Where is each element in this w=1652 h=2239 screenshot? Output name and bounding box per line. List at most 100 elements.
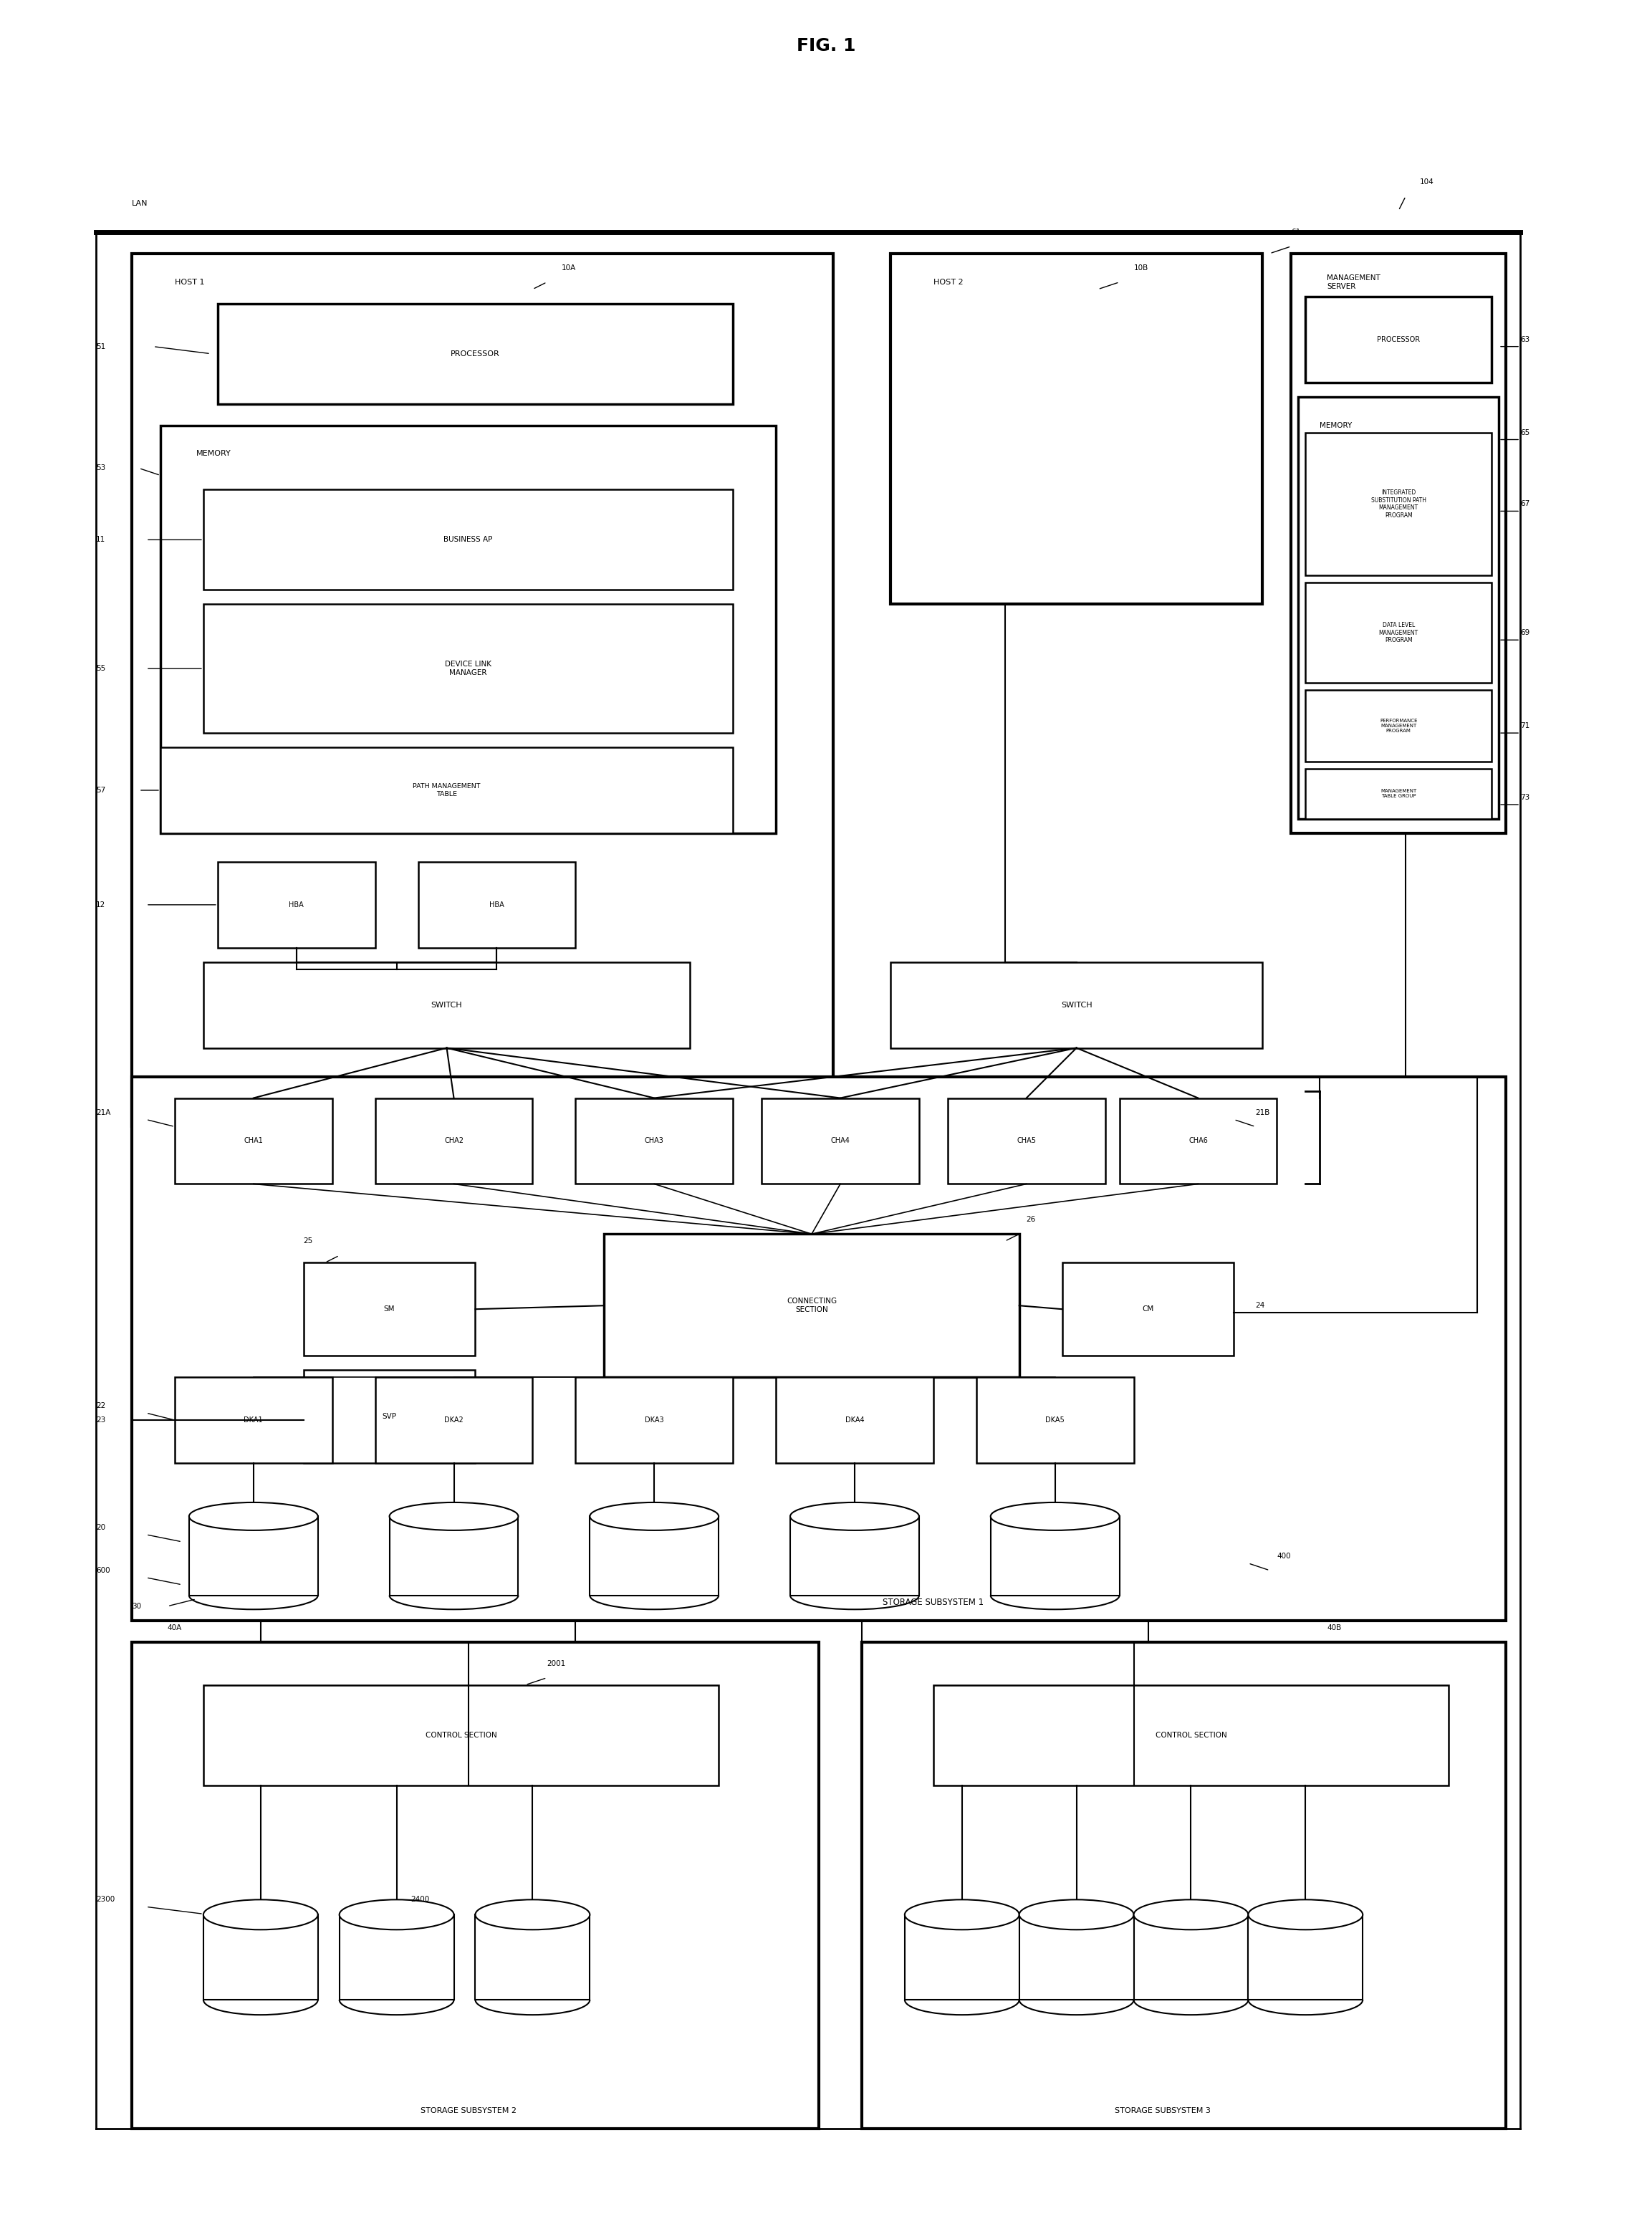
Text: 30: 30 bbox=[132, 1603, 140, 1610]
Text: BUSINESS AP: BUSINESS AP bbox=[444, 535, 492, 544]
FancyBboxPatch shape bbox=[188, 1516, 317, 1596]
FancyBboxPatch shape bbox=[218, 305, 733, 403]
Ellipse shape bbox=[476, 1899, 590, 1930]
FancyBboxPatch shape bbox=[390, 1516, 519, 1596]
Text: PATH MANAGEMENT
TABLE: PATH MANAGEMENT TABLE bbox=[413, 784, 481, 797]
Text: 10B: 10B bbox=[1133, 264, 1148, 271]
FancyBboxPatch shape bbox=[175, 1377, 332, 1462]
Text: 21B: 21B bbox=[1256, 1108, 1270, 1115]
FancyBboxPatch shape bbox=[991, 1516, 1120, 1596]
FancyBboxPatch shape bbox=[339, 1914, 454, 1999]
Text: 2400: 2400 bbox=[411, 1896, 430, 1903]
FancyBboxPatch shape bbox=[890, 963, 1262, 1048]
FancyBboxPatch shape bbox=[1133, 1914, 1249, 1999]
Text: 40A: 40A bbox=[167, 1623, 182, 1632]
FancyBboxPatch shape bbox=[976, 1377, 1133, 1462]
Text: MANAGEMENT
TABLE GROUP: MANAGEMENT TABLE GROUP bbox=[1381, 788, 1416, 799]
FancyBboxPatch shape bbox=[203, 605, 733, 732]
Text: 63: 63 bbox=[1520, 336, 1530, 343]
Text: SWITCH: SWITCH bbox=[431, 1001, 463, 1008]
Text: 55: 55 bbox=[96, 665, 106, 672]
Text: 23: 23 bbox=[96, 1417, 106, 1424]
FancyBboxPatch shape bbox=[1298, 396, 1498, 819]
Text: 71: 71 bbox=[1520, 723, 1530, 730]
Text: CHA3: CHA3 bbox=[644, 1137, 664, 1144]
Text: SWITCH: SWITCH bbox=[1061, 1001, 1092, 1008]
Text: 2300: 2300 bbox=[96, 1896, 116, 1903]
Text: DKA4: DKA4 bbox=[846, 1417, 864, 1424]
FancyBboxPatch shape bbox=[418, 862, 575, 947]
Text: DKA1: DKA1 bbox=[244, 1417, 263, 1424]
Text: 61: 61 bbox=[1292, 228, 1300, 235]
FancyBboxPatch shape bbox=[1062, 1263, 1234, 1355]
Text: 73: 73 bbox=[1520, 795, 1530, 802]
Text: CONNECTING
SECTION: CONNECTING SECTION bbox=[786, 1299, 838, 1314]
FancyBboxPatch shape bbox=[203, 963, 691, 1048]
Text: FIG. 1: FIG. 1 bbox=[796, 38, 856, 54]
FancyBboxPatch shape bbox=[1019, 1914, 1133, 1999]
Text: PROCESSOR: PROCESSOR bbox=[1378, 336, 1421, 343]
FancyBboxPatch shape bbox=[590, 1516, 719, 1596]
FancyBboxPatch shape bbox=[948, 1097, 1105, 1184]
Text: MANAGEMENT
SERVER: MANAGEMENT SERVER bbox=[1327, 275, 1381, 289]
FancyBboxPatch shape bbox=[1305, 582, 1492, 683]
FancyBboxPatch shape bbox=[203, 490, 733, 589]
FancyBboxPatch shape bbox=[203, 1914, 317, 1999]
Text: SM: SM bbox=[383, 1305, 395, 1312]
Text: 65: 65 bbox=[1520, 430, 1530, 437]
Text: CM: CM bbox=[1142, 1305, 1153, 1312]
Text: CHA2: CHA2 bbox=[444, 1137, 464, 1144]
FancyBboxPatch shape bbox=[476, 1914, 590, 1999]
FancyBboxPatch shape bbox=[132, 1641, 819, 2129]
FancyBboxPatch shape bbox=[575, 1097, 733, 1184]
Text: 26: 26 bbox=[1026, 1216, 1036, 1222]
Text: 2001: 2001 bbox=[547, 1659, 565, 1668]
FancyBboxPatch shape bbox=[1249, 1914, 1363, 1999]
Text: CHA6: CHA6 bbox=[1188, 1137, 1208, 1144]
Text: 25: 25 bbox=[304, 1238, 314, 1245]
Text: HBA: HBA bbox=[489, 902, 504, 909]
FancyBboxPatch shape bbox=[762, 1097, 919, 1184]
Text: 57: 57 bbox=[96, 786, 106, 795]
FancyBboxPatch shape bbox=[203, 1686, 719, 1784]
Text: HOST 2: HOST 2 bbox=[933, 278, 963, 287]
Text: 20: 20 bbox=[96, 1525, 106, 1531]
Text: 600: 600 bbox=[96, 1567, 111, 1574]
FancyBboxPatch shape bbox=[1120, 1097, 1277, 1184]
Ellipse shape bbox=[339, 1899, 454, 1930]
FancyBboxPatch shape bbox=[575, 1377, 733, 1462]
Text: 24: 24 bbox=[1256, 1303, 1265, 1310]
Ellipse shape bbox=[188, 1502, 317, 1529]
FancyBboxPatch shape bbox=[905, 1914, 1019, 1999]
Text: HOST 1: HOST 1 bbox=[175, 278, 205, 287]
Text: 22: 22 bbox=[96, 1402, 106, 1408]
FancyBboxPatch shape bbox=[375, 1097, 532, 1184]
Text: STORAGE SUBSYSTEM 3: STORAGE SUBSYSTEM 3 bbox=[1115, 2107, 1211, 2114]
Text: PERFORMANCE
MANAGEMENT
PROGRAM: PERFORMANCE MANAGEMENT PROGRAM bbox=[1379, 719, 1417, 732]
FancyBboxPatch shape bbox=[304, 1263, 476, 1355]
Text: MEMORY: MEMORY bbox=[1320, 421, 1353, 430]
Ellipse shape bbox=[1133, 1899, 1249, 1930]
Text: CONTROL SECTION: CONTROL SECTION bbox=[425, 1731, 497, 1740]
FancyBboxPatch shape bbox=[132, 1077, 1507, 1621]
Ellipse shape bbox=[790, 1502, 919, 1529]
FancyBboxPatch shape bbox=[160, 748, 733, 833]
Text: CHA5: CHA5 bbox=[1016, 1137, 1036, 1144]
Text: STORAGE SUBSYSTEM 2: STORAGE SUBSYSTEM 2 bbox=[420, 2107, 515, 2114]
Text: STORAGE SUBSYSTEM 1: STORAGE SUBSYSTEM 1 bbox=[882, 1599, 985, 1608]
Text: 104: 104 bbox=[1421, 179, 1434, 186]
Text: MEMORY: MEMORY bbox=[197, 450, 231, 457]
Text: 10A: 10A bbox=[562, 264, 575, 271]
FancyBboxPatch shape bbox=[375, 1377, 532, 1462]
FancyBboxPatch shape bbox=[933, 1686, 1449, 1784]
FancyBboxPatch shape bbox=[890, 253, 1262, 605]
FancyBboxPatch shape bbox=[218, 862, 375, 947]
Ellipse shape bbox=[590, 1502, 719, 1529]
Text: DKA5: DKA5 bbox=[1046, 1417, 1064, 1424]
Text: CHA4: CHA4 bbox=[831, 1137, 849, 1144]
Ellipse shape bbox=[991, 1502, 1120, 1529]
Text: DATA LEVEL
MANAGEMENT
PROGRAM: DATA LEVEL MANAGEMENT PROGRAM bbox=[1379, 622, 1419, 643]
FancyBboxPatch shape bbox=[304, 1370, 476, 1462]
Ellipse shape bbox=[1019, 1899, 1133, 1930]
FancyBboxPatch shape bbox=[160, 425, 776, 833]
